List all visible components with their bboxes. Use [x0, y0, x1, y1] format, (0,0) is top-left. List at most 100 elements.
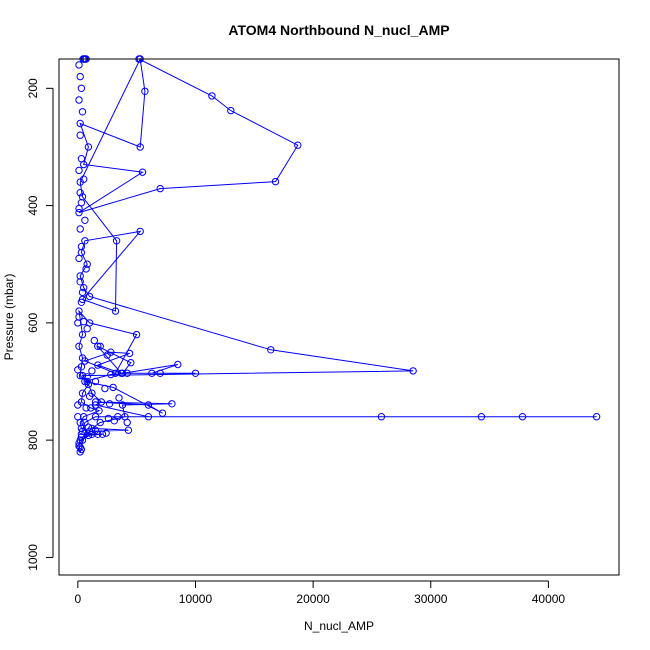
- data-point: [81, 216, 89, 225]
- data-point: [75, 342, 83, 350]
- data-point: [91, 413, 100, 421]
- x-tick-label: 10000: [179, 592, 213, 606]
- data-point: [112, 237, 121, 245]
- data-point: [267, 346, 275, 354]
- data-point: [91, 377, 100, 386]
- data-point: [91, 398, 100, 406]
- data-point: [123, 369, 131, 377]
- data-point: [110, 417, 119, 425]
- data-point: [103, 351, 111, 359]
- data-point: [84, 423, 93, 431]
- data-point: [76, 131, 84, 139]
- x-axis: 0 10000 20000 30000 40000: [74, 580, 566, 606]
- data-point: [74, 366, 82, 374]
- data-point: [90, 336, 99, 345]
- data-point: [94, 342, 102, 350]
- data-point: [77, 298, 86, 306]
- data-point: [138, 168, 147, 176]
- data-point: [87, 404, 95, 412]
- data-point: [81, 237, 89, 245]
- data-point: [95, 407, 103, 415]
- y-axis-label: Pressure (mbar): [2, 274, 16, 361]
- data-point: [76, 119, 84, 128]
- data-point: [477, 413, 486, 421]
- data-point: [123, 418, 131, 427]
- x-tick-label: 20000: [296, 592, 330, 606]
- y-axis: 200 400 600 800 1000: [26, 78, 54, 571]
- data-point: [75, 439, 83, 447]
- x-tick-label: 40000: [532, 592, 566, 606]
- data-point: [77, 424, 86, 433]
- data-point: [78, 288, 87, 297]
- data-point: [98, 430, 107, 438]
- data-point: [111, 307, 120, 315]
- x-axis-label: N_nucl_AMP: [304, 619, 374, 633]
- y-tick-label: 600: [26, 313, 40, 333]
- data-point: [85, 292, 94, 301]
- data-point: [124, 426, 133, 434]
- data-point: [168, 400, 176, 408]
- data-point: [78, 330, 87, 339]
- data-point: [80, 175, 88, 183]
- x-tick-label: 0: [74, 592, 81, 606]
- data-point: [76, 225, 84, 233]
- data-point: [101, 384, 109, 393]
- data-point: [118, 401, 127, 409]
- data-point: [136, 143, 144, 151]
- data-point: [76, 72, 84, 81]
- data-point: [592, 413, 601, 421]
- data-point: [77, 155, 86, 163]
- data-point: [107, 370, 115, 379]
- data-point: [148, 369, 156, 377]
- y-tick-label: 200: [26, 78, 40, 98]
- data-point: [75, 96, 83, 104]
- data-point: [83, 260, 91, 268]
- data-point: [74, 319, 82, 327]
- data-point: [77, 84, 86, 93]
- data-point: [136, 227, 144, 236]
- data-point: [75, 204, 83, 213]
- data-point: [83, 325, 91, 333]
- data-point: [84, 380, 93, 389]
- data-point: [125, 349, 134, 358]
- data-point: [105, 400, 114, 408]
- data-point: [84, 431, 93, 440]
- data-point: [82, 404, 90, 412]
- data-point: [294, 141, 302, 149]
- data-point: [96, 342, 104, 350]
- series-line: [78, 57, 597, 454]
- data-point: [80, 413, 88, 421]
- data-point: [141, 87, 149, 96]
- data-point: [84, 143, 93, 151]
- plot-frame: [58, 58, 620, 576]
- data-point: [88, 367, 96, 375]
- data-point: [132, 330, 141, 339]
- y-tick-label: 1000: [26, 544, 40, 571]
- data-point: [75, 208, 83, 217]
- data-point: [96, 418, 104, 427]
- data-point: [85, 392, 94, 400]
- data-point: [94, 361, 102, 369]
- data-point: [78, 389, 87, 397]
- data-point: [158, 409, 167, 417]
- data-point: [76, 278, 84, 286]
- data-point: [88, 430, 96, 438]
- data-point: [144, 401, 153, 409]
- data-point: [271, 177, 280, 186]
- data-point: [76, 272, 84, 280]
- data-point: [409, 367, 417, 375]
- data-point: [80, 284, 88, 292]
- chart-title: ATOM4 Northbound N_nucl_AMP: [228, 22, 449, 38]
- data-point: [518, 413, 527, 421]
- data-point: [156, 184, 164, 193]
- data-point: [111, 369, 120, 377]
- data-point: [75, 61, 83, 69]
- data-point: [80, 318, 88, 326]
- series-1: [74, 61, 131, 451]
- data-point: [191, 369, 200, 377]
- data-point: [74, 401, 82, 409]
- data-point: [78, 354, 87, 362]
- data-point: [75, 254, 83, 263]
- y-tick-label: 800: [26, 430, 40, 450]
